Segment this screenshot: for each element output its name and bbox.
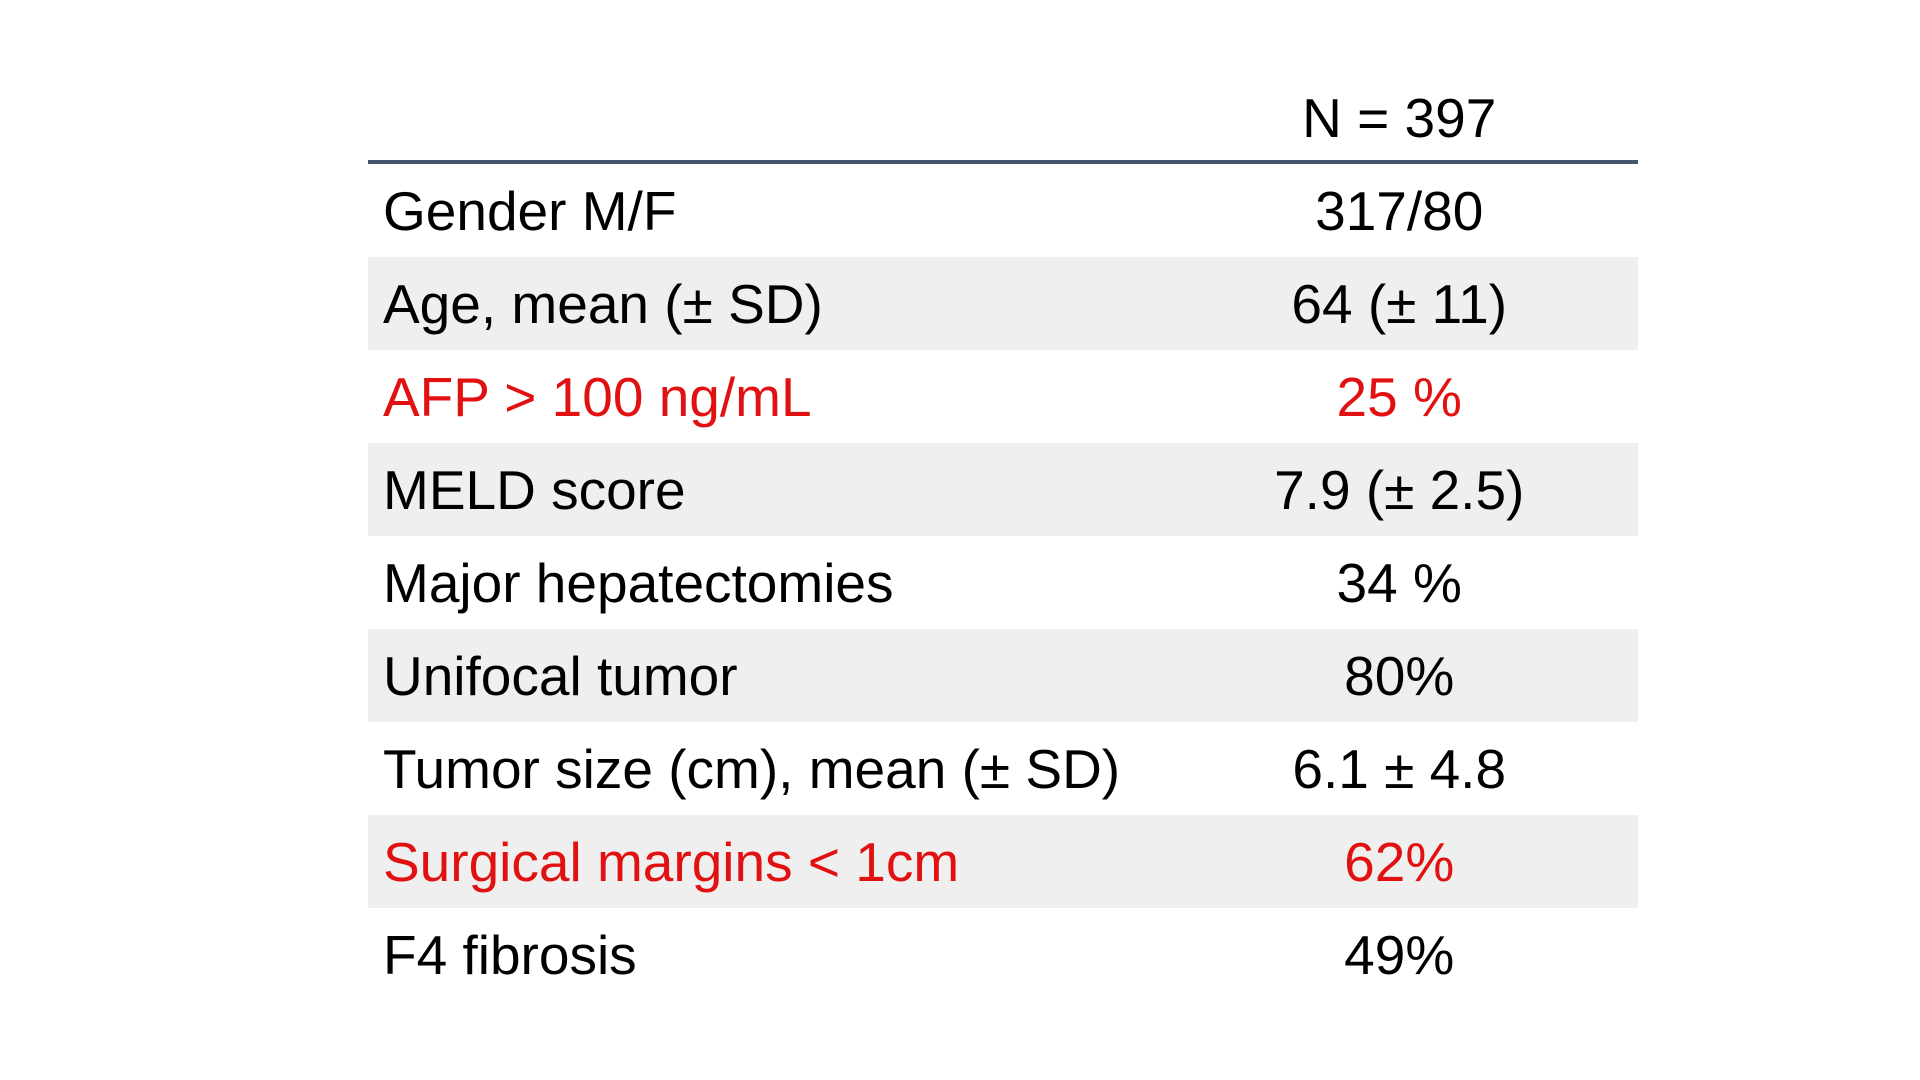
table-header-row: N = 397 — [368, 76, 1638, 160]
row-label: Age, mean (± SD) — [383, 272, 823, 335]
row-value: 6.1 ± 4.8 — [1292, 737, 1507, 800]
row-label: Tumor size (cm), mean (± SD) — [383, 737, 1121, 800]
row-label: AFP > 100 ng/mL — [383, 365, 812, 428]
table-row: Surgical margins < 1cm 62% — [368, 815, 1638, 908]
column-header-n: N = 397 — [1302, 87, 1497, 149]
row-value: 64 (± 11) — [1291, 272, 1508, 335]
table-row: Tumor size (cm), mean (± SD) 6.1 ± 4.8 — [368, 722, 1638, 815]
row-value: 80% — [1344, 644, 1455, 707]
row-value: 62% — [1344, 830, 1455, 893]
table-row: F4 fibrosis 49% — [368, 908, 1638, 1001]
row-label: Gender M/F — [383, 179, 677, 242]
table-row: MELD score 7.9 (± 2.5) — [368, 443, 1638, 536]
header-divider-line — [368, 160, 1638, 164]
table-row: Age, mean (± SD) 64 (± 11) — [368, 257, 1638, 350]
row-value: 49% — [1344, 923, 1455, 986]
table-row: Major hepatectomies 34 % — [368, 536, 1638, 629]
table-row: AFP > 100 ng/mL 25 % — [368, 350, 1638, 443]
row-value: 7.9 (± 2.5) — [1274, 458, 1525, 521]
row-label: Unifocal tumor — [383, 644, 738, 707]
row-value: 25 % — [1336, 365, 1462, 428]
cohort-characteristics-table: N = 397 Gender M/F 317/80 Age, mean (± S… — [368, 76, 1638, 1001]
table-row: Unifocal tumor 80% — [368, 629, 1638, 722]
row-label: F4 fibrosis — [383, 923, 637, 986]
row-value: 317/80 — [1315, 179, 1484, 242]
row-label: MELD score — [383, 458, 686, 521]
row-label: Major hepatectomies — [383, 551, 894, 614]
table-row: Gender M/F 317/80 — [368, 164, 1638, 257]
row-label: Surgical margins < 1cm — [383, 830, 960, 893]
row-value: 34 % — [1336, 551, 1462, 614]
